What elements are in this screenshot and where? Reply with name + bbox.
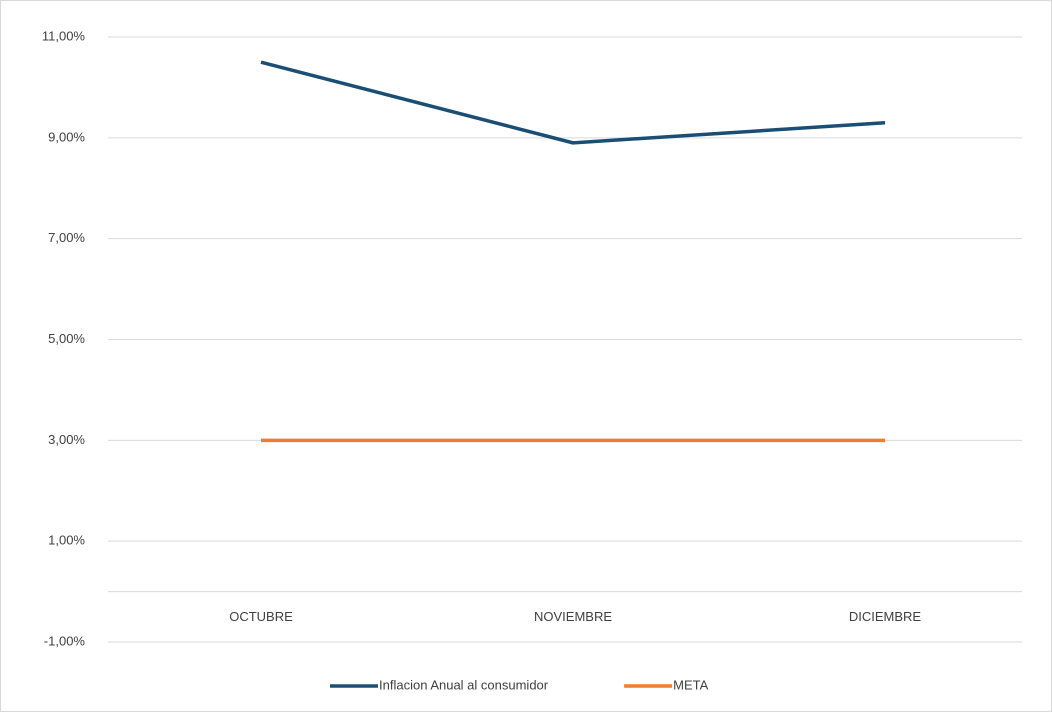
y-tick-label: 3,00%: [48, 432, 85, 447]
y-tick-label: -1,00%: [44, 633, 86, 648]
legend-label: Inflacion Anual al consumidor: [379, 677, 549, 692]
x-tick-label: DICIEMBRE: [849, 609, 922, 624]
y-tick-label: 11,00%: [42, 28, 86, 43]
x-tick-label: NOVIEMBRE: [534, 609, 612, 624]
legend-label: META: [673, 677, 708, 692]
y-tick-label: 5,00%: [48, 331, 85, 346]
y-tick-label: 1,00%: [48, 533, 85, 548]
y-tick-label: 9,00%: [48, 129, 85, 144]
y-tick-label: 7,00%: [48, 230, 85, 245]
series-line: [260, 60, 886, 145]
x-tick-label: OCTUBRE: [229, 609, 293, 624]
